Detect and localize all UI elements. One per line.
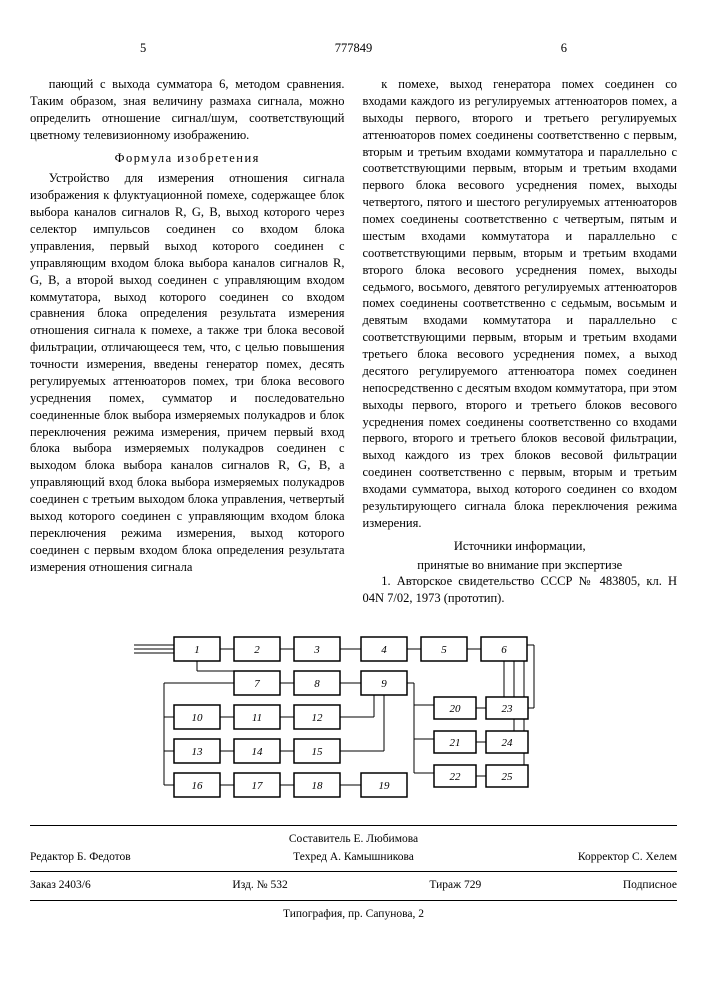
body-columns: пающий с выхода сумматора 6, методом сра… bbox=[30, 76, 677, 607]
compiler: Составитель Е. Любимова bbox=[30, 832, 677, 848]
para-1: пающий с выхода сумматора 6, методом сра… bbox=[30, 76, 345, 144]
svg-text:5: 5 bbox=[441, 644, 447, 656]
svg-text:17: 17 bbox=[251, 780, 263, 792]
page-header: 5 777849 6 bbox=[30, 40, 677, 56]
svg-text:25: 25 bbox=[501, 771, 513, 783]
svg-text:10: 10 bbox=[191, 712, 203, 724]
svg-text:11: 11 bbox=[251, 712, 261, 724]
patent-number: 777849 bbox=[335, 40, 373, 57]
para-2: Устройство для измерения отношения сигна… bbox=[30, 170, 345, 575]
imprint: Составитель Е. Любимова Редактор Б. Федо… bbox=[30, 825, 677, 922]
svg-text:20: 20 bbox=[449, 703, 461, 715]
svg-text:22: 22 bbox=[449, 771, 461, 783]
formula-title: Формула изобретения bbox=[30, 150, 345, 167]
order-no: Заказ 2403/6 bbox=[30, 878, 91, 894]
col-num-right: 6 bbox=[561, 40, 567, 57]
svg-text:2: 2 bbox=[254, 644, 260, 656]
block-diagram: 1234567891011122023131415212416171819222… bbox=[30, 627, 677, 807]
sources-title: Источники информации, bbox=[363, 538, 678, 555]
col-num-left: 5 bbox=[140, 40, 146, 57]
svg-text:1: 1 bbox=[194, 644, 200, 656]
svg-text:12: 12 bbox=[311, 712, 323, 724]
svg-text:16: 16 bbox=[191, 780, 203, 792]
sources-sub: принятые во внимание при экспертизе bbox=[363, 557, 678, 574]
source-1: 1. Авторское свидетельство СССР № 483805… bbox=[363, 573, 678, 607]
svg-text:18: 18 bbox=[311, 780, 323, 792]
para-3: к помехе, выход генератора помех соедине… bbox=[363, 76, 678, 532]
svg-text:24: 24 bbox=[501, 737, 513, 749]
svg-text:13: 13 bbox=[191, 746, 203, 758]
svg-text:8: 8 bbox=[314, 678, 320, 690]
tech-editor: Техред А. Камышникова bbox=[246, 850, 462, 866]
svg-text:7: 7 bbox=[254, 678, 260, 690]
svg-text:3: 3 bbox=[313, 644, 320, 656]
svg-text:21: 21 bbox=[449, 737, 460, 749]
svg-text:6: 6 bbox=[501, 644, 507, 656]
svg-text:4: 4 bbox=[381, 644, 387, 656]
svg-text:23: 23 bbox=[501, 703, 513, 715]
svg-text:9: 9 bbox=[381, 678, 387, 690]
sub: Подписное bbox=[623, 878, 677, 894]
svg-text:14: 14 bbox=[251, 746, 263, 758]
izd-no: Изд. № 532 bbox=[232, 878, 287, 894]
corrector: Корректор С. Хелем bbox=[461, 850, 677, 866]
editor: Редактор Б. Федотов bbox=[30, 850, 246, 866]
tirazh: Тираж 729 bbox=[429, 878, 481, 894]
svg-text:15: 15 bbox=[311, 746, 323, 758]
typography: Типография, пр. Сапунова, 2 bbox=[30, 907, 677, 923]
svg-text:19: 19 bbox=[378, 780, 390, 792]
